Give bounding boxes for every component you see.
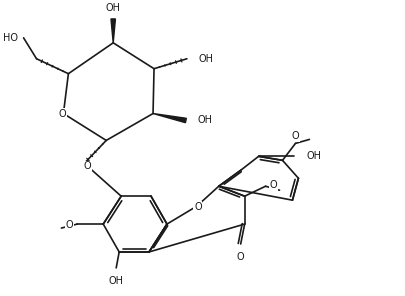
Text: O: O [66, 220, 73, 230]
Text: O: O [194, 202, 201, 212]
Text: O: O [236, 252, 244, 262]
Text: OH: OH [306, 151, 321, 161]
Text: OH: OH [109, 276, 124, 286]
Text: HO: HO [2, 33, 17, 43]
Text: O: O [83, 161, 91, 171]
Polygon shape [111, 19, 115, 43]
Text: O: O [291, 131, 298, 141]
Text: OH: OH [197, 115, 212, 126]
Text: O: O [269, 180, 277, 190]
Text: O: O [58, 109, 66, 118]
Text: OH: OH [105, 3, 120, 13]
Polygon shape [153, 114, 186, 123]
Text: OH: OH [198, 54, 213, 64]
